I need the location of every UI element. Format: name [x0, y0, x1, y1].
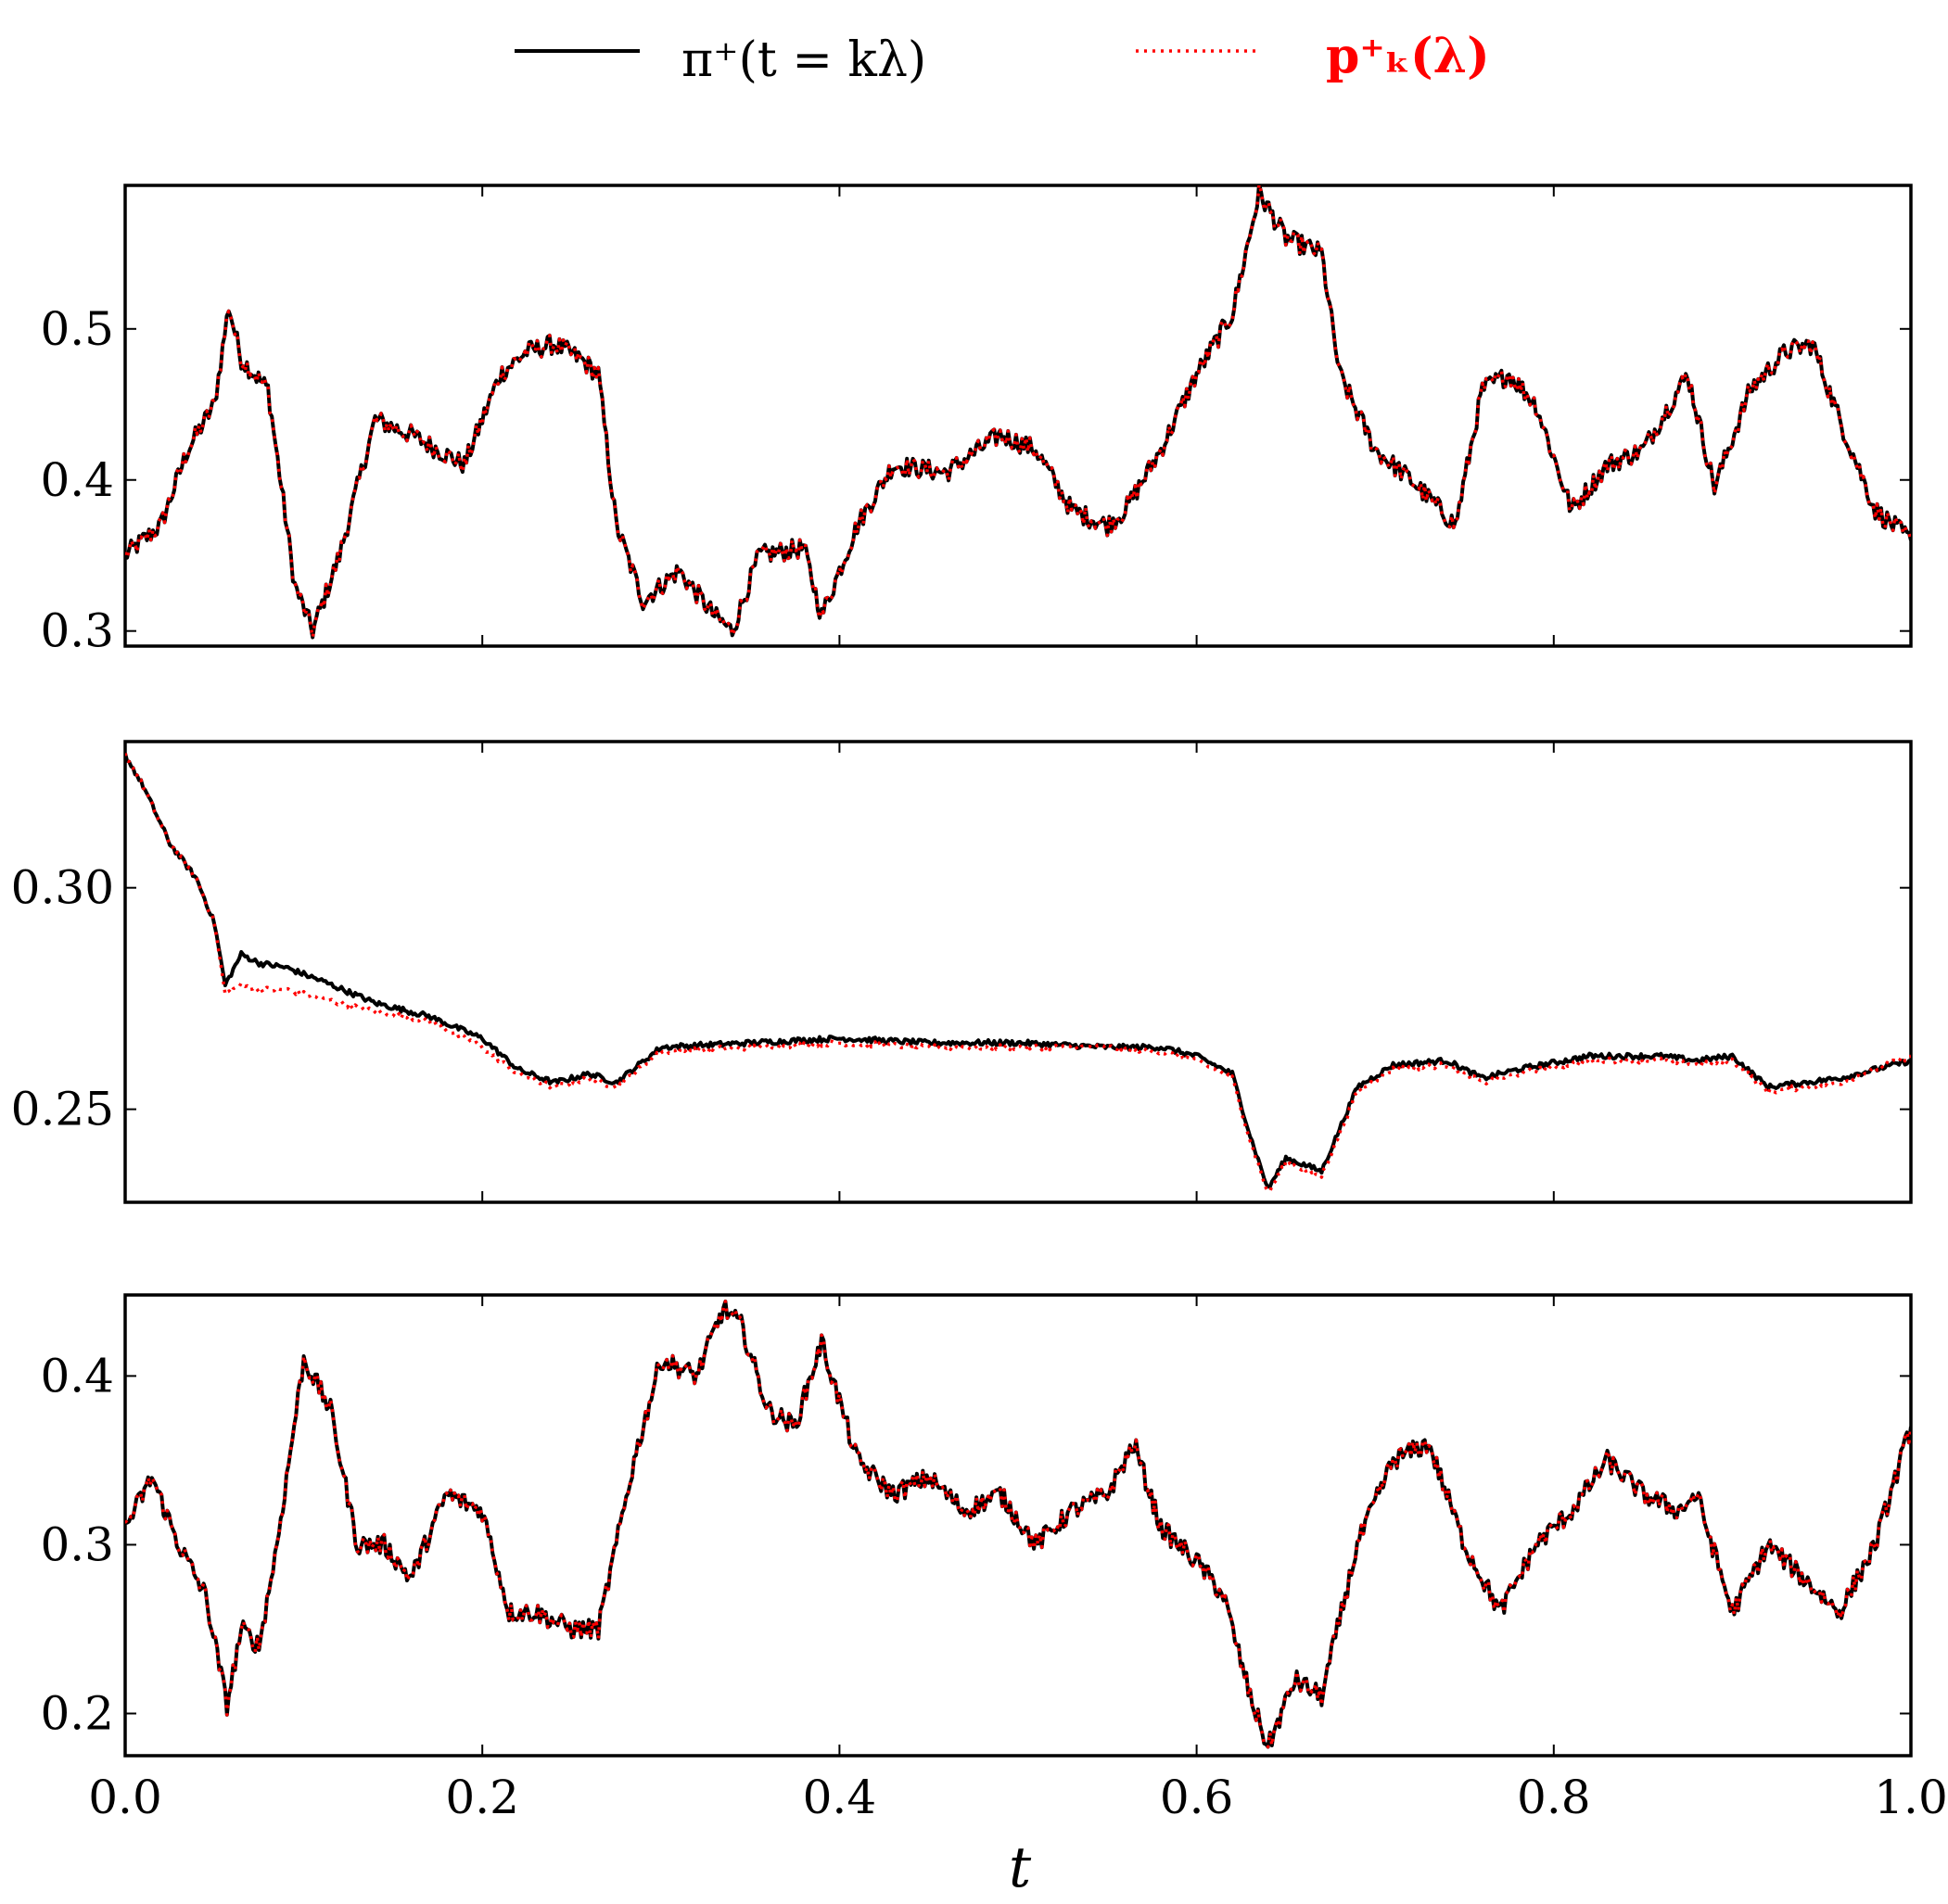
panel-3: 0.0 0.2 0.4 0.6 0.8 1.0 0.2 0.3 0.4: [40, 1293, 1948, 1824]
panel-1: 0.3 0.4 0.5: [40, 184, 1913, 658]
y-tick-label: 0.5: [40, 302, 114, 356]
legend-label-pi: π⁺(t = kλ): [681, 32, 926, 88]
x-axis-label: t: [1009, 1835, 1032, 1900]
x-tick-label: 0.4: [803, 1771, 877, 1824]
x-tick-label: 1.0: [1874, 1771, 1948, 1824]
panel-3-series-pi: [125, 1299, 1911, 1749]
x-tick-label: 0.8: [1517, 1771, 1591, 1824]
y-tick-label: 0.30: [11, 861, 114, 915]
y-tick-label: 0.4: [40, 1349, 114, 1403]
panel-2-frame: [123, 740, 1913, 1204]
y-tick-label: 0.2: [40, 1686, 114, 1740]
y-tick-label: 0.3: [40, 604, 114, 658]
panel-3-series-p: [125, 1300, 1911, 1749]
panels: 0.30.40.50.250.300.0 0.2 0.4 0.6 0.8 1.00.20.…: [11, 184, 1948, 1824]
y-tick-label: 0.3: [40, 1517, 114, 1571]
panel-3-frame: [123, 1293, 1913, 1758]
x-tick-label: 0.6: [1160, 1771, 1234, 1824]
panel-2: 0.25 0.30: [11, 740, 1913, 1204]
y-tick-label: 0.25: [11, 1083, 114, 1136]
panel-1-series-p: [125, 185, 1911, 640]
panel-2-series-p: [125, 753, 1911, 1193]
x-tick-label: 0.0: [88, 1771, 162, 1824]
x-tick-label: 0.2: [445, 1771, 519, 1824]
panel-1-frame: [123, 184, 1913, 648]
panel-2-series-pi: [125, 753, 1911, 1189]
legend: π⁺(t = kλ) p⁺ₖ(λ): [515, 28, 1490, 88]
legend-label-p: p⁺ₖ(λ): [1326, 28, 1490, 84]
y-tick-label: 0.4: [40, 453, 114, 507]
panel-1-series-pi: [125, 185, 1911, 640]
